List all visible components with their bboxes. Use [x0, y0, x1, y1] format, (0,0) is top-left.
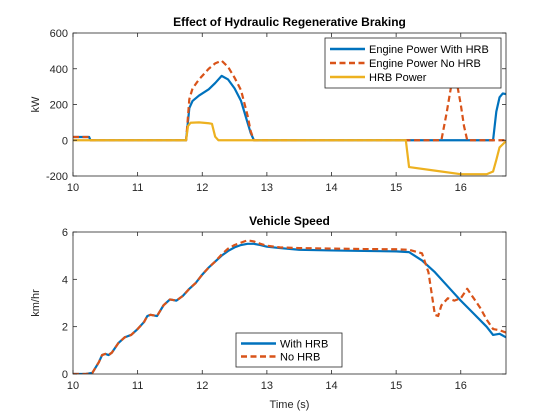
x-tick-label: 13 — [261, 182, 273, 194]
y-tick-label: 4 — [62, 274, 68, 286]
y-tick-label: 400 — [50, 64, 68, 76]
y-axis-label: kW — [30, 96, 42, 113]
y-tick-label: 200 — [50, 100, 68, 112]
x-tick-label: 14 — [325, 380, 337, 392]
y-tick-label: 6 — [62, 227, 68, 239]
y-tick-label: 0 — [62, 135, 68, 147]
y-tick-label: -200 — [46, 171, 68, 183]
y-tick-label: 2 — [62, 322, 68, 334]
x-tick-label: 11 — [132, 380, 143, 392]
chart-title: Effect of Hydraulic Regenerative Braking — [173, 15, 406, 29]
x-tick-label: 15 — [390, 380, 402, 392]
legend-label-2: Engine Power No HRB — [369, 58, 481, 70]
chart-title: Vehicle Speed — [249, 214, 330, 228]
x-tick-label: 13 — [261, 380, 273, 392]
y-tick-label: 0 — [62, 369, 68, 381]
legend-label-1: With HRB — [280, 339, 328, 351]
y-axis-label: km/hr — [30, 289, 42, 317]
chart-panel-2: 10 11 12 13 14 15 16 0 2 4 6 Vehicle Speed km/hr Time… — [30, 214, 507, 411]
series-line-2 — [73, 59, 506, 142]
series-line-1 — [73, 74, 506, 142]
legend: Engine Power With HRB Engine Power No HRB… — [324, 37, 502, 89]
x-axis-label: Time (s) — [270, 399, 310, 411]
x-tick-label: 15 — [390, 182, 402, 194]
y-tick-label: 600 — [50, 28, 68, 40]
series-line-3 — [73, 121, 506, 176]
series-group — [73, 239, 506, 374]
x-tick-label: 10 — [67, 182, 79, 194]
legend-label-2: No HRB — [280, 352, 320, 364]
legend-label-1: Engine Power With HRB — [369, 44, 489, 56]
axes-box — [72, 231, 507, 375]
series-group — [73, 59, 506, 176]
x-tick-label: 11 — [132, 182, 143, 194]
x-tick-label: 14 — [325, 182, 337, 194]
x-tick-label: 16 — [455, 380, 467, 392]
legend-box — [235, 332, 343, 368]
x-tick-label: 12 — [196, 182, 208, 194]
x-tick-label: 10 — [67, 380, 79, 392]
x-tick-label: 16 — [455, 182, 467, 194]
x-tick-label: 12 — [196, 380, 208, 392]
series-line-2 — [73, 239, 506, 374]
chart-panel-1: 10 11 12 13 14 15 16 -200 0 200 400 600 Effect of Hy… — [30, 15, 507, 194]
legend-label-3: HRB Power — [369, 72, 427, 84]
